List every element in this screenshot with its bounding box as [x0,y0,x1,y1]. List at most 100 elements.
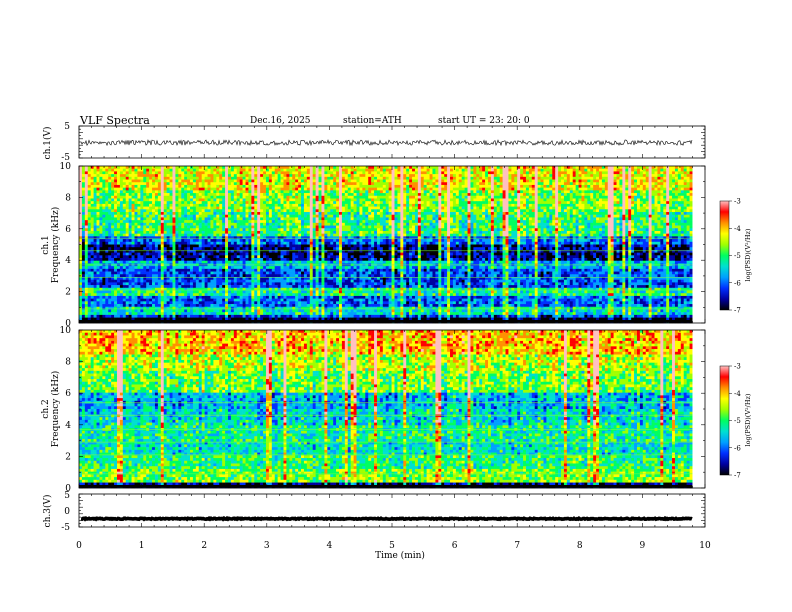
spectrogram-cell [397,195,401,199]
spectrogram-cell [601,190,606,194]
spectrogram-cell [333,187,337,191]
spectrogram-cell [108,228,112,232]
spectrogram-cell [470,193,474,197]
spectrogram-cell [689,217,693,221]
spectrogram-cell [122,193,127,197]
spectrogram-cell [601,176,606,180]
spectrogram-cell [157,171,162,175]
spectrogram-cell [563,212,568,216]
spectrogram-cell [599,174,603,178]
spectrogram-cell [689,209,693,213]
spectrogram-cell [575,206,579,210]
spectrogram-cell [587,206,591,210]
spectrogram-cell [143,168,147,172]
spectrogram-cell [90,176,94,180]
spectrogram-cell [651,171,655,175]
spectrogram-cell [324,209,328,213]
spectrogram-cell [388,171,392,175]
spectrogram-cell [163,212,167,216]
spectrogram-cell [686,212,690,216]
spectrogram-cell [184,222,188,226]
spectrogram-cell [461,171,465,175]
spectrogram-cell [204,190,208,194]
spectrogram-cell [631,214,635,218]
spectrogram-cell [166,176,170,180]
spectrogram-cell [514,187,518,191]
spectrogram-cell [330,212,334,216]
spectrogram-cell [230,225,235,229]
spectrogram-cell [216,174,220,178]
spectrogram-cell [271,222,276,226]
spectrogram-cell [219,217,223,221]
spectrogram-cell [686,179,690,183]
spectrogram-cell [283,217,287,221]
spectrogram-cell [122,212,127,216]
spectrogram-cell [312,174,316,178]
spectrogram-cell [230,198,235,202]
spectrogram-cell [131,228,135,232]
spectrogram-cell [81,217,86,221]
spectrogram-cell [397,212,401,216]
spectrogram-cell [274,198,278,202]
spectrogram-cell [379,193,384,197]
spectrogram-cell [280,206,284,210]
spectrogram-cell [581,212,585,216]
spectrogram-cell [274,217,278,221]
spectrogram-cell [178,190,182,194]
spectrogram-cell [450,214,454,218]
spectrogram-cell [131,212,135,216]
spectrogram-cell [423,206,427,210]
spectrogram-cell [426,184,430,188]
spectrogram-cell [485,225,489,229]
spectrogram-cell [508,168,512,172]
spectrogram-cell [222,171,226,175]
spectrogram-cell [642,203,647,207]
spectrogram-cell [105,206,109,210]
spectrogram-cell [432,225,436,229]
spectrogram-cell [648,201,652,205]
spectrogram-cell [531,198,536,202]
spectrogram-cell [563,174,568,178]
spectrogram-cell [84,212,89,216]
spectrogram-cell [648,220,652,224]
spectrogram-cell [625,220,629,224]
spectrogram-cell [634,179,638,183]
spectrogram-cell [79,220,83,224]
spectrogram-cell [374,217,378,221]
spectrogram-cell [625,203,629,207]
spectrogram-cell [122,225,127,229]
spectrogram-cell [309,176,314,180]
spectrogram-cell [493,201,498,205]
spectrogram-cell [619,203,623,207]
spectrogram-cell [511,187,515,191]
spectrogram-cell [596,190,600,194]
spectrogram-cell [689,193,693,197]
spectrogram-cell [350,201,354,205]
spectrogram-cell [543,203,547,207]
spectrogram-cell [417,222,422,226]
spectrogram-cell [254,212,258,216]
spectrogram-cell [505,214,509,218]
spectrogram-cell [222,201,226,205]
spectrogram-cell [485,198,489,202]
spectrogram-cell [379,209,384,213]
spectrogram-cell [680,166,685,170]
spectrogram-cell [552,203,556,207]
ch1-waveform-line [80,139,693,147]
spectrogram-cell [333,179,337,183]
spectrogram-cell [374,225,378,229]
spectrogram-cell [81,190,86,194]
spectrogram-cell [552,166,556,170]
spectrogram-cell [388,225,392,229]
spectrogram-cell [339,225,343,229]
spectrogram-cell [654,168,658,172]
spectrogram-cell [344,176,349,180]
spectrogram-cell [490,182,495,186]
spectrogram-cell [125,217,129,221]
spectrogram-cell [122,222,127,226]
spectrogram-cell [493,198,498,202]
spectrogram-cell [277,193,281,197]
spectrogram-cell [657,222,661,226]
spectrogram-cell [99,193,103,197]
spectrogram-cell [561,222,565,226]
